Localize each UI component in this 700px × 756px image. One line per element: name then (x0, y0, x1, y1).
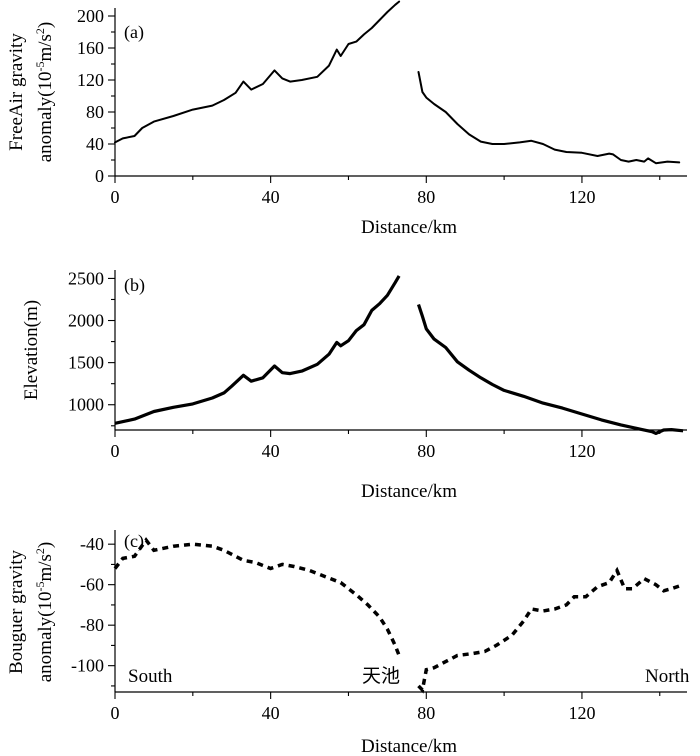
panel-a-series-north (417, 71, 681, 165)
x-tick-label: 120 (568, 703, 595, 723)
panel-c-ticks: 0 40 80 120 -100 -80 -60 -40 (71, 534, 661, 723)
x-tick-label: 80 (417, 703, 435, 723)
y-tick-label: 40 (86, 134, 104, 154)
y-tick-label: 2000 (68, 311, 104, 331)
y-tick-label: 0 (95, 166, 104, 186)
panel-b-y-label: Elevation(m) (21, 300, 42, 400)
panel-c-series-south (113, 537, 401, 657)
x-tick-label: 80 (417, 187, 435, 207)
panel-c-y-label-line2: anomaly(10-5m/s2) (33, 542, 56, 683)
annotation-south: South (128, 666, 173, 687)
panel-a: 0 40 80 120 0 40 80 120 160 200 (a) Distance/km F… (6, 0, 687, 238)
y-tick-label: -100 (71, 656, 104, 676)
x-tick-label: 0 (111, 441, 120, 461)
x-tick-label: 0 (111, 703, 120, 723)
panel-b: 0 40 80 120 1000 1500 2000 2500 (b) Distance/km… (21, 268, 687, 502)
y-tick-label: 120 (77, 70, 104, 90)
x-tick-label: 40 (262, 703, 280, 723)
panel-c-label: (c) (124, 531, 144, 552)
y-tick-label: 2500 (68, 268, 104, 288)
panel-c-series-north (417, 566, 684, 694)
panel-c: 0 40 80 120 -100 -80 -60 -40 (c) Distance/km Bo… (6, 530, 690, 756)
x-tick-label: 40 (262, 187, 280, 207)
y-tick-label: 160 (77, 38, 104, 58)
y-tick-label: 80 (86, 102, 104, 122)
x-tick-label: 120 (568, 441, 595, 461)
panel-a-x-label: Distance/km (361, 217, 457, 238)
x-tick-label: 80 (417, 441, 435, 461)
panel-a-ticks: 0 40 80 120 0 40 80 120 160 200 (77, 6, 661, 207)
annotation-tianchi: 天池 (362, 665, 400, 687)
panel-a-series-south (114, 0, 401, 144)
y-tick-label: 1000 (68, 395, 104, 415)
x-tick-label: 0 (111, 187, 120, 207)
y-tick-label: -80 (80, 615, 104, 635)
panel-a-label: (a) (124, 22, 144, 43)
panel-b-series-north (416, 303, 684, 435)
panel-b-ticks: 0 40 80 120 1000 1500 2000 2500 (68, 268, 661, 461)
panel-c-x-label: Distance/km (361, 736, 457, 756)
panel-a-y-label-line2: anomaly(10-5m/s2) (33, 22, 56, 163)
y-tick-label: 200 (77, 6, 104, 26)
x-tick-label: 120 (568, 187, 595, 207)
panel-c-y-label-line1: Bouguer gravity (6, 550, 27, 675)
panel-b-x-label: Distance/km (361, 481, 457, 502)
x-tick-label: 40 (262, 441, 280, 461)
panel-b-series-south (114, 275, 401, 425)
panel-b-label: (b) (124, 275, 145, 296)
panel-a-y-label-line1: FreeAir gravity (6, 33, 27, 151)
y-tick-label: 1500 (68, 353, 104, 373)
annotation-north: North (645, 666, 690, 687)
y-tick-label: -60 (80, 575, 104, 595)
y-tick-label: -40 (80, 534, 104, 554)
